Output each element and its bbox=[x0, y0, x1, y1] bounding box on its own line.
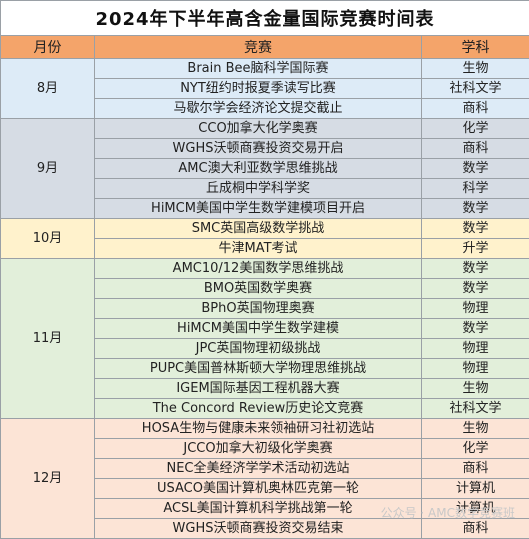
table-row: 9月 CCO加拿大化学奥赛 化学 bbox=[0, 118, 529, 219]
subject-cell: 物理 bbox=[420, 358, 529, 379]
table-row: ACSL美国计算机科学挑战第一轮 计算机 bbox=[0, 498, 529, 519]
competition-cell: The Concord Review历史论文竞赛 bbox=[94, 398, 422, 419]
header-competition: 竞赛 bbox=[94, 35, 422, 59]
schedule-body: 8月 Brain Bee脑科学国际赛 生物 NYT纽约时报夏季读写比赛 社科文学… bbox=[0, 58, 529, 539]
month-cell: 8月 bbox=[0, 58, 95, 119]
table-title: 2024年下半年高含金量国际竞赛时间表 bbox=[0, 0, 529, 36]
month-cell: 12月 bbox=[0, 418, 95, 539]
competition-cell: WGHS沃顿商赛投资交易开启 bbox=[94, 138, 422, 159]
competition-cell: CCO加拿大化学奥赛 bbox=[94, 118, 422, 139]
subject-cell: 科学 bbox=[420, 178, 529, 199]
title-row: 2024年下半年高含金量国际竞赛时间表 bbox=[0, 0, 529, 36]
competition-cell: ACSL美国计算机科学挑战第一轮 bbox=[94, 498, 422, 519]
table-row: The Concord Review历史论文竞赛 社科文学 bbox=[0, 398, 529, 419]
competition-cell: USACO美国计算机奥林匹克第一轮 bbox=[94, 478, 422, 499]
subject-cell: 升学 bbox=[420, 238, 529, 259]
month-cell: 10月 bbox=[0, 218, 95, 259]
table-row: HiMCM美国中学生数学建模 数学 bbox=[0, 318, 529, 339]
subject-cell: 数学 bbox=[420, 258, 529, 279]
table-row: 10月 SMC英国高级数学挑战 数学 bbox=[0, 218, 529, 259]
competition-cell: PUPC美国普林斯顿大学物理思维挑战 bbox=[94, 358, 422, 379]
subject-cell: 物理 bbox=[420, 338, 529, 359]
subject-cell: 化学 bbox=[420, 118, 529, 139]
subject-cell: 商科 bbox=[420, 518, 529, 539]
month-cell: 9月 bbox=[0, 118, 95, 219]
subject-cell: 商科 bbox=[420, 98, 529, 119]
subject-cell: 数学 bbox=[420, 218, 529, 239]
competition-cell: SMC英国高级数学挑战 bbox=[94, 218, 422, 239]
table-row: NYT纽约时报夏季读写比赛 社科文学 bbox=[0, 78, 529, 99]
table-row: 牛津MAT考试 升学 bbox=[0, 238, 529, 259]
competition-cell: BMO英国数学奥赛 bbox=[94, 278, 422, 299]
subject-cell: 数学 bbox=[420, 278, 529, 299]
subject-cell: 计算机 bbox=[420, 478, 529, 499]
competition-cell: 马歇尔学会经济论文提交截止 bbox=[94, 98, 422, 119]
subject-cell: 计算机 bbox=[420, 498, 529, 519]
competition-cell: HiMCM美国中学生数学建模项目开启 bbox=[94, 198, 422, 219]
competition-cell: 牛津MAT考试 bbox=[94, 238, 422, 259]
competition-cell: JCCO加拿大初级化学奥赛 bbox=[94, 438, 422, 459]
subject-cell: 商科 bbox=[420, 138, 529, 159]
table-row: WGHS沃顿商赛投资交易结束 商科 bbox=[0, 518, 529, 539]
table-row: 12月 HOSA生物与健康未来领袖研习社初选站 生物 bbox=[0, 418, 529, 539]
competition-cell: NEC全美经济学学术活动初选站 bbox=[94, 458, 422, 479]
competition-cell: AMC澳大利亚数学思维挑战 bbox=[94, 158, 422, 179]
competition-cell: IGEM国际基因工程机器大赛 bbox=[94, 378, 422, 399]
subject-cell: 数学 bbox=[420, 198, 529, 219]
competition-cell: HOSA生物与健康未来领袖研习社初选站 bbox=[94, 418, 422, 439]
subject-cell: 数学 bbox=[420, 158, 529, 179]
subject-cell: 物理 bbox=[420, 298, 529, 319]
table-row: JCCO加拿大初级化学奥赛 化学 bbox=[0, 438, 529, 459]
table-row: JPC英国物理初级挑战 物理 bbox=[0, 338, 529, 359]
competition-cell: 丘成桐中学科学奖 bbox=[94, 178, 422, 199]
table-row: USACO美国计算机奥林匹克第一轮 计算机 bbox=[0, 478, 529, 499]
table-row: HiMCM美国中学生数学建模项目开启 数学 bbox=[0, 198, 529, 219]
header-subject: 学科 bbox=[420, 35, 529, 59]
month-cell: 11月 bbox=[0, 258, 95, 419]
table-row: 8月 Brain Bee脑科学国际赛 生物 bbox=[0, 58, 529, 119]
header-row: 月份 竞赛 学科 bbox=[0, 35, 529, 59]
header-month: 月份 bbox=[0, 35, 95, 59]
subject-cell: 生物 bbox=[420, 378, 529, 399]
competition-cell: NYT纽约时报夏季读写比赛 bbox=[94, 78, 422, 99]
subject-cell: 化学 bbox=[420, 438, 529, 459]
competition-cell: Brain Bee脑科学国际赛 bbox=[94, 58, 422, 79]
competition-cell: BPhO英国物理奥赛 bbox=[94, 298, 422, 319]
competition-cell: WGHS沃顿商赛投资交易结束 bbox=[94, 518, 422, 539]
subject-cell: 生物 bbox=[420, 418, 529, 439]
subject-cell: 生物 bbox=[420, 58, 529, 79]
subject-cell: 商科 bbox=[420, 458, 529, 479]
competition-cell: JPC英国物理初级挑战 bbox=[94, 338, 422, 359]
subject-cell: 社科文学 bbox=[420, 78, 529, 99]
competition-cell: HiMCM美国中学生数学建模 bbox=[94, 318, 422, 339]
table-row: AMC澳大利亚数学思维挑战 数学 bbox=[0, 158, 529, 179]
table-row: 11月 AMC10/12美国数学思维挑战 数学 bbox=[0, 258, 529, 419]
table-row: BPhO英国物理奥赛 物理 bbox=[0, 298, 529, 319]
table-row: 丘成桐中学科学奖 科学 bbox=[0, 178, 529, 199]
table-row: NEC全美经济学学术活动初选站 商科 bbox=[0, 458, 529, 479]
subject-cell: 社科文学 bbox=[420, 398, 529, 419]
competition-cell: AMC10/12美国数学思维挑战 bbox=[94, 258, 422, 279]
subject-cell: 数学 bbox=[420, 318, 529, 339]
table-row: IGEM国际基因工程机器大赛 生物 bbox=[0, 378, 529, 399]
